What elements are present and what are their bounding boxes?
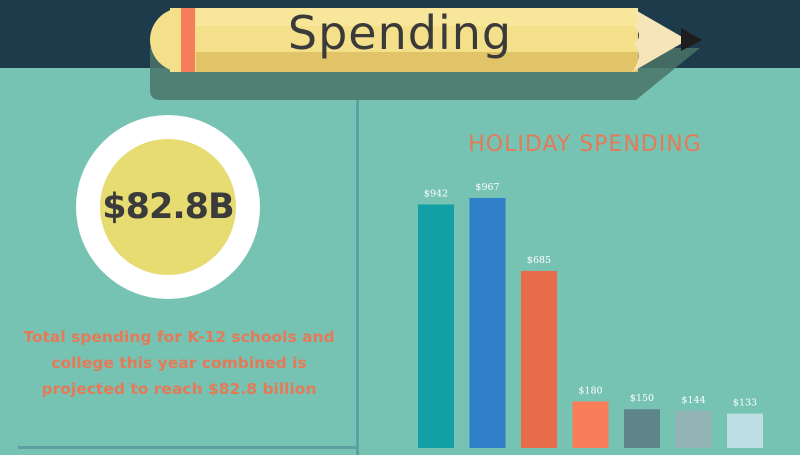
bar-value-label-4: $180 (578, 385, 602, 396)
bar-5 (624, 409, 660, 448)
stat-description: Total spending for K-12 schools and coll… (23, 328, 335, 398)
bar-value-label-5: $150 (630, 393, 654, 404)
stat-value: $82.8B (102, 187, 234, 227)
stat-circle-inner (100, 139, 236, 275)
bar-4 (572, 401, 609, 448)
vertical-divider (356, 100, 359, 455)
bar-6 (675, 410, 712, 448)
bar-3 (521, 270, 557, 448)
bar-value-label-2: $967 (475, 182, 499, 193)
bar-value-label-3: $685 (527, 255, 551, 266)
bar-value-label-1: $942 (424, 188, 448, 199)
bar-value-label-7: $133 (733, 398, 757, 409)
bar-1 (418, 204, 454, 448)
horizontal-divider (18, 446, 356, 449)
pencil-icon (150, 8, 702, 100)
chart-title: HOLIDAY SPENDING (468, 132, 702, 157)
bar-value-label-6: $144 (681, 395, 705, 406)
bar-2 (469, 198, 506, 448)
holiday-spending-chart: $942 $967 $685 $180 $150 $144 $133 (418, 182, 763, 448)
bar-7 (727, 413, 763, 448)
page-title: Spending (287, 6, 513, 60)
